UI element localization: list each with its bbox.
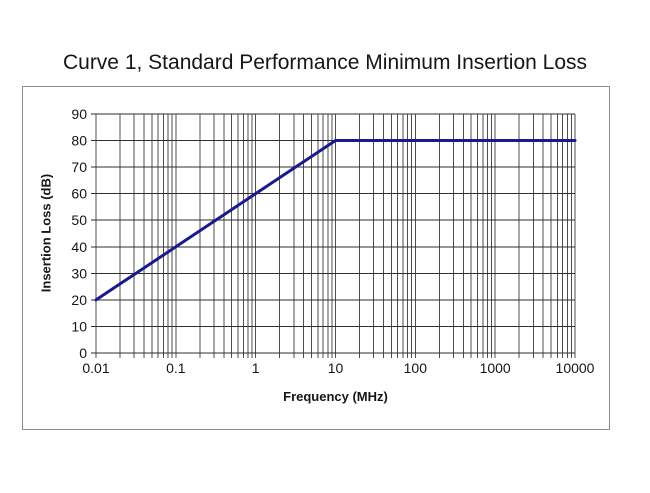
chart-title: Curve 1, Standard Performance Minimum In… [62,51,588,74]
plot-area: 0 10 20 30 40 50 60 70 80 90 0.01 0.1 1 10 100 1000 1000… [71,106,595,376]
x-tick-label: 10 [328,360,344,376]
x-axis-title: Frequency (MHz) [283,389,388,404]
y-axis-title: Insertion Loss (dB) [38,173,54,293]
x-tick-label: 0.01 [82,360,109,376]
chart-frame: 0 10 20 30 40 50 60 70 80 90 0.01 0.1 1 10 100 1000 1000… [22,86,610,430]
x-tick-label: 1000 [480,360,511,376]
y-tick-label: 90 [71,106,87,122]
x-tick-label: 10000 [556,360,595,376]
y-tick-label: 10 [71,318,87,334]
y-tick-label: 30 [71,265,87,281]
y-tick-label: 20 [71,292,87,308]
y-tick-label: 50 [71,212,87,228]
x-tick-label: 100 [404,360,428,376]
insertion-loss-curve [94,139,577,302]
x-tick-label: 1 [252,360,260,376]
y-tick-label: 0 [79,345,87,361]
x-tick-label: 0.1 [166,360,186,376]
y-tick-label: 80 [71,133,87,149]
y-tick-label: 60 [71,186,87,202]
y-tick-label: 70 [71,159,87,175]
y-tick-label: 40 [71,239,87,255]
